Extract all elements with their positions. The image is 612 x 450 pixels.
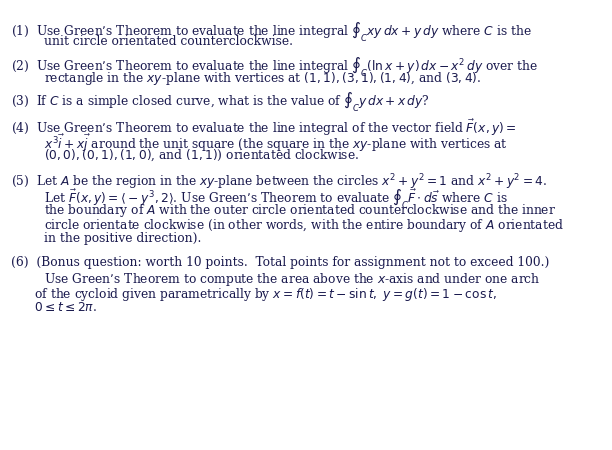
Text: Let $\vec{F}(x,y) = \langle -y^3, 2\rangle$. Use Green’s Theorem to evaluate $\o: Let $\vec{F}(x,y) = \langle -y^3, 2\rang… xyxy=(44,187,508,211)
Text: the boundary of $A$ with the outer circle orientated counterclockwise and the in: the boundary of $A$ with the outer circl… xyxy=(44,202,556,219)
Text: $0 \leq t \leq 2\pi$.: $0 \leq t \leq 2\pi$. xyxy=(11,301,97,314)
Text: rectangle in the $xy$-plane with vertices at $(1,1),(3,1),(1,4)$, and $(3,4)$.: rectangle in the $xy$-plane with vertice… xyxy=(44,70,482,87)
Text: (5)  Let $A$ be the region in the $xy$-plane between the circles $x^2+y^2=1$ and: (5) Let $A$ be the region in the $xy$-pl… xyxy=(11,172,547,192)
Text: unit circle orientated counterclockwise.: unit circle orientated counterclockwise. xyxy=(44,35,293,48)
Text: (6)  (Bonus question: worth 10 points.  Total points for assignment not to excee: (6) (Bonus question: worth 10 points. To… xyxy=(11,256,550,269)
Text: (1)  Use Green’s Theorem to evaluate the line integral $\oint_C xy\,dx + y\,dy$ : (1) Use Green’s Theorem to evaluate the … xyxy=(11,20,532,44)
Text: $(0,0),(0,1),(1,0)$, and $(1,1)$) orientated clockwise.: $(0,0),(0,1),(1,0)$, and $(1,1)$) orient… xyxy=(44,148,359,163)
Text: Use Green’s Theorem to compute the area above the $x$-axis and under one arch: Use Green’s Theorem to compute the area … xyxy=(44,271,540,288)
Text: (2)  Use Green’s Theorem to evaluate the line integral $\oint_C (\ln x + y)\,dx : (2) Use Green’s Theorem to evaluate the … xyxy=(11,55,538,79)
Text: $x^3\vec{i} + x\vec{j}$ around the unit square (the square in the $xy$-plane wit: $x^3\vec{i} + x\vec{j}$ around the unit … xyxy=(44,133,508,154)
Text: of the cycloid given parametrically by $x = f(t) = t - \sin t,\; y = g(t) = 1 - : of the cycloid given parametrically by $… xyxy=(11,286,497,303)
Text: (4)  Use Green’s Theorem to evaluate the line integral of the vector field $\vec: (4) Use Green’s Theorem to evaluate the … xyxy=(11,118,517,138)
Text: (3)  If $C$ is a simple closed curve, what is the value of $\oint_C y\,dx + x\,d: (3) If $C$ is a simple closed curve, wha… xyxy=(11,90,430,114)
Text: circle orientate clockwise (in other words, with the entire boundary of $A$ orie: circle orientate clockwise (in other wor… xyxy=(44,217,564,234)
Text: in the positive direction).: in the positive direction). xyxy=(44,232,201,245)
